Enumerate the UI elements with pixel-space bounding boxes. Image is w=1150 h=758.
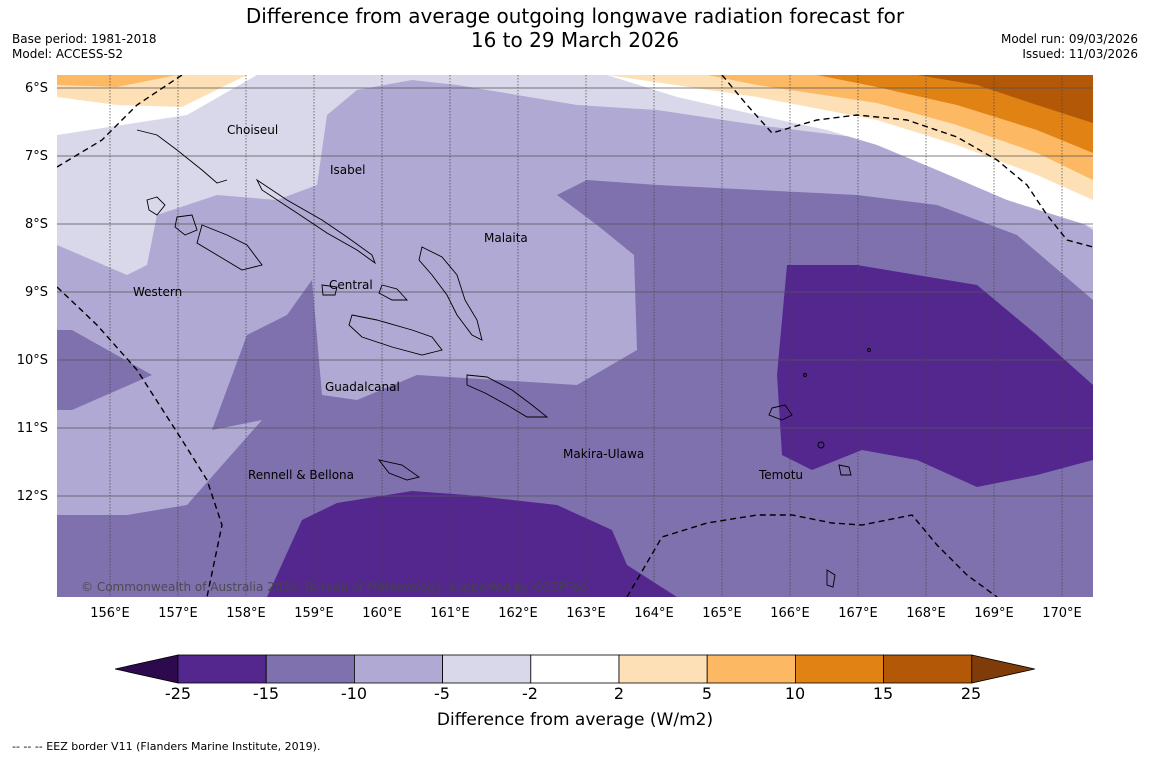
lon-label-168e: 168°E [906,606,946,621]
eez-footnote: -- -- -- EEZ border V11 (Flanders Marine… [12,740,321,753]
lon-label-169e: 169°E [974,606,1014,621]
colorbar-tick-2: 2 [613,684,625,703]
graticule-meridians [109,75,1063,597]
lon-label-170e: 170°E [1042,606,1082,621]
province-label-makira-ulawa: Makira-Ulawa [563,447,645,461]
province-label-malaita: Malaita [484,231,528,245]
province-label-choiseul: Choiseul [227,123,279,137]
colorbar-segment-b_2_5 [618,654,708,684]
province-label-central: Central [329,278,373,292]
colorbar-tick-10: 10 [784,684,806,703]
band-m25-m15-south [267,491,677,597]
lon-label-165e: 165°E [702,606,742,621]
lat-label-10s: 10°S [16,353,48,368]
chart-title-line2: 16 to 29 March 2026 [470,28,680,52]
eez-border [57,75,1093,597]
colorbar-tick-m25: -25 [164,684,192,703]
lat-label-11s: 11°S [16,421,48,436]
issued-date: Issued: 11/03/2026 [1022,47,1138,61]
colorbar-segment-b_m25_m15 [177,654,267,684]
province-label-western: Western [133,285,183,299]
band-5-10-nw [57,75,177,87]
colorbar-tick-m2: -2 [522,684,538,703]
lon-label-156e: 156°E [90,606,130,621]
copyright-notice: © Commonwealth of Australia 2026, Bureau… [81,580,587,594]
colorbar-tick-m10: -10 [340,684,368,703]
lon-label-167e: 167°E [838,606,878,621]
lon-label-164e: 164°E [634,606,674,621]
colorbar-extend-max [971,654,1035,684]
province-label-rennell-bellona: Rennell & Bellona [248,468,355,482]
band-15-25 [917,75,1093,123]
colorbar-segment-b_5_10 [706,654,796,684]
province-label-temotu: Temotu [759,468,804,482]
lon-label-157e: 157°E [158,606,198,621]
forecast-map [57,75,1093,597]
lon-label-160e: 160°E [362,606,402,621]
chart-title-line1: Difference from average outgoing longwav… [245,4,905,28]
lon-label-161e: 161°E [430,606,470,621]
province-label-guadalcanal: Guadalcanal [325,380,400,394]
base-period: Base period: 1981-2018 [12,32,157,46]
model-name: Model: ACCESS-S2 [12,47,124,61]
colorbar-segment-b_15_25 [883,654,973,684]
band-m25-m15-east [777,265,1093,487]
colorbar-segment-b_m2_2 [530,654,620,684]
colorbar-extend-min [115,654,179,684]
colorbar-tick-m5: -5 [434,684,450,703]
lon-label-166e: 166°E [770,606,810,621]
lon-label-163e: 163°E [566,606,606,621]
lat-label-12s: 12°S [16,489,48,504]
colorbar-tick-5: 5 [701,684,713,703]
lat-label-8s: 8°S [24,217,48,232]
colorbar-segment-b_m10_m5 [353,654,443,684]
province-label-isabel: Isabel [330,163,366,177]
colorbar-segment-b_m5_m2 [442,654,532,684]
lat-label-9s: 9°S [24,285,48,300]
lon-label-162e: 162°E [498,606,538,621]
colorbar-label: Difference from average (W/m2) [436,710,714,730]
colorbar-segment-b_10_15 [795,654,885,684]
coastlines [136,129,871,588]
colorbar [115,654,1035,684]
lat-label-6s: 6°S [24,81,48,96]
lon-label-159e: 159°E [294,606,334,621]
graticule [57,87,1093,497]
colorbar-segment-b_m15_m10 [265,654,355,684]
lon-label-158e: 158°E [226,606,266,621]
model-run: Model run: 09/03/2026 [1000,32,1138,46]
colorbar-tick-m15: -15 [252,684,280,703]
band-m2-2 [57,75,1093,227]
colorbar-tick-15: 15 [872,684,894,703]
colorbar-tick-25: 25 [960,684,982,703]
band-m15-m10-west [57,330,152,410]
lat-label-7s: 7°S [24,149,48,164]
